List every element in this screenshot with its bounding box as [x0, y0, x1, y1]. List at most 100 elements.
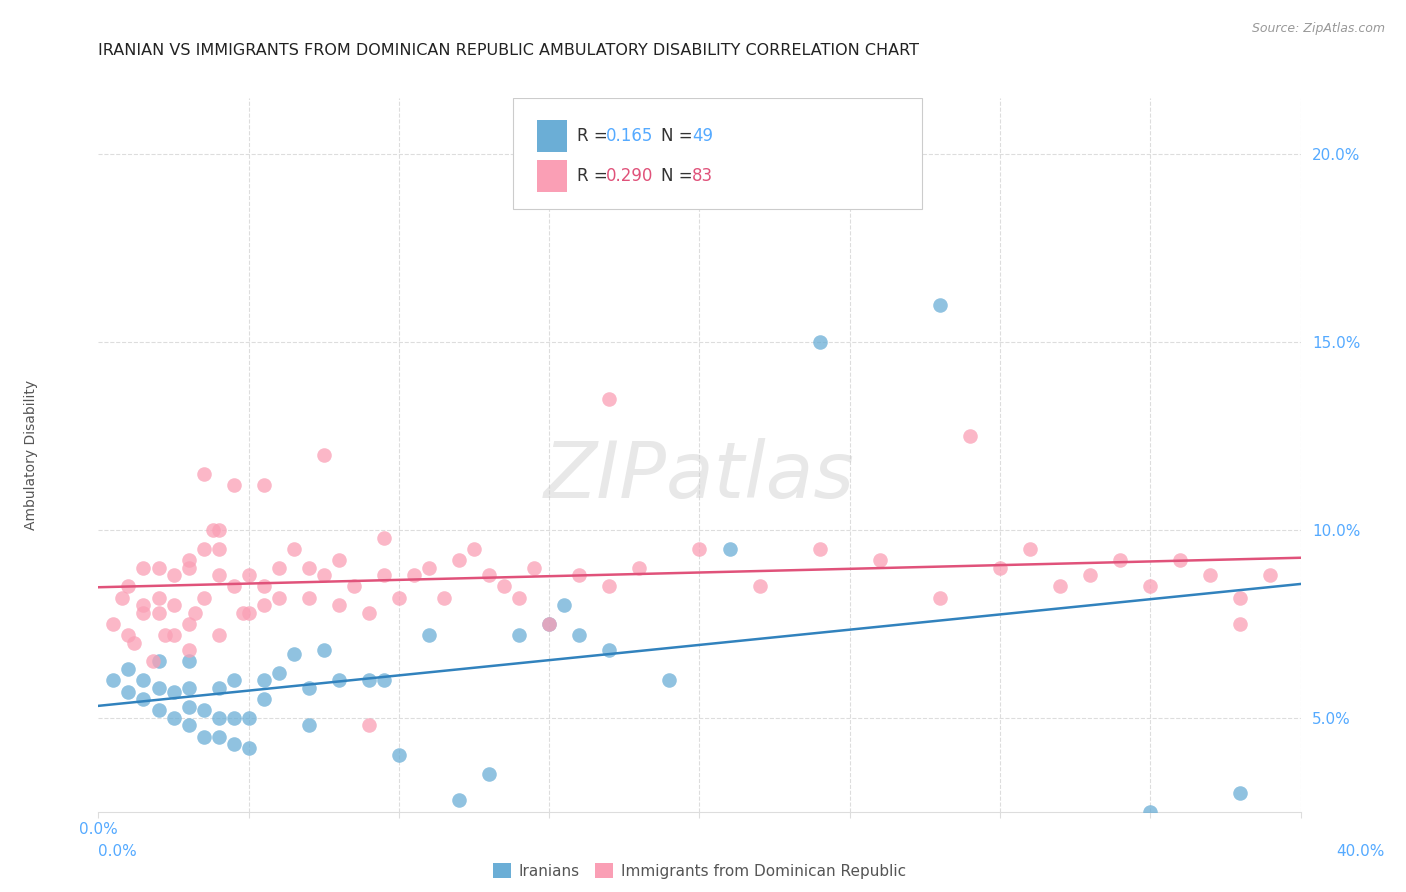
Point	[148, 681, 170, 695]
Point	[148, 655, 170, 669]
Text: 0.0%: 0.0%	[98, 845, 138, 859]
Point	[1260, 568, 1282, 582]
Point	[1229, 591, 1251, 605]
Point	[238, 606, 260, 620]
Point	[222, 711, 245, 725]
Point	[132, 606, 155, 620]
Point	[929, 298, 952, 312]
Point	[238, 711, 260, 725]
Point	[153, 628, 176, 642]
Point	[111, 591, 134, 605]
Point	[193, 703, 215, 717]
Point	[162, 568, 184, 582]
Point	[357, 718, 380, 732]
Point	[298, 718, 321, 732]
Point	[253, 673, 276, 688]
Point	[688, 541, 710, 556]
Point	[177, 681, 200, 695]
Point	[463, 541, 485, 556]
Point	[1078, 568, 1101, 582]
FancyBboxPatch shape	[513, 98, 922, 209]
Point	[283, 541, 305, 556]
Point	[103, 616, 125, 631]
Point	[193, 467, 215, 481]
Point	[418, 628, 440, 642]
Point	[494, 579, 516, 593]
Point	[298, 560, 321, 574]
Point	[1229, 616, 1251, 631]
Point	[117, 579, 139, 593]
Point	[183, 606, 205, 620]
Point	[283, 647, 305, 661]
Point	[117, 684, 139, 698]
Point	[343, 579, 366, 593]
Point	[312, 568, 335, 582]
Point	[117, 628, 139, 642]
Point	[267, 560, 290, 574]
Point	[959, 429, 981, 443]
Point	[388, 748, 411, 763]
Point	[222, 579, 245, 593]
Point	[208, 711, 231, 725]
Text: 83: 83	[692, 167, 713, 185]
Text: IRANIAN VS IMMIGRANTS FROM DOMINICAN REPUBLIC AMBULATORY DISABILITY CORRELATION : IRANIAN VS IMMIGRANTS FROM DOMINICAN REP…	[98, 43, 920, 58]
Point	[598, 392, 620, 406]
Point	[538, 616, 561, 631]
Point	[357, 606, 380, 620]
Point	[373, 673, 395, 688]
Point	[162, 711, 184, 725]
Point	[808, 335, 831, 350]
Point	[373, 568, 395, 582]
Point	[478, 568, 501, 582]
Point	[253, 579, 276, 593]
Text: Ambulatory Disability: Ambulatory Disability	[24, 380, 38, 530]
Point	[124, 636, 146, 650]
Text: ZIPatlas: ZIPatlas	[544, 438, 855, 515]
Point	[232, 606, 254, 620]
Point	[177, 553, 200, 567]
Point	[177, 643, 200, 657]
Point	[447, 553, 470, 567]
Text: 49: 49	[692, 127, 713, 145]
Point	[748, 579, 770, 593]
Point	[523, 560, 546, 574]
Point	[222, 478, 245, 492]
Point	[312, 643, 335, 657]
Point	[1229, 786, 1251, 800]
Point	[312, 448, 335, 462]
Text: R =: R =	[576, 127, 613, 145]
Point	[328, 598, 350, 612]
Point	[538, 616, 561, 631]
Text: Source: ZipAtlas.com: Source: ZipAtlas.com	[1251, 22, 1385, 36]
Point	[132, 692, 155, 706]
Point	[208, 541, 231, 556]
Point	[1019, 541, 1042, 556]
Point	[869, 553, 891, 567]
Point	[253, 692, 276, 706]
Point	[568, 628, 591, 642]
Point	[929, 591, 952, 605]
Point	[222, 673, 245, 688]
Point	[193, 541, 215, 556]
FancyBboxPatch shape	[537, 161, 567, 193]
Point	[267, 665, 290, 680]
Point	[298, 681, 321, 695]
Point	[177, 560, 200, 574]
Point	[1199, 568, 1222, 582]
Point	[177, 616, 200, 631]
Point	[1049, 579, 1071, 593]
Text: N =: N =	[661, 127, 697, 145]
Point	[222, 737, 245, 751]
Point	[418, 560, 440, 574]
Point	[508, 591, 530, 605]
Point	[328, 673, 350, 688]
Point	[508, 628, 530, 642]
Text: R =: R =	[576, 167, 613, 185]
Point	[132, 673, 155, 688]
Point	[177, 699, 200, 714]
Point	[1109, 553, 1132, 567]
Point	[208, 628, 231, 642]
Point	[478, 767, 501, 781]
Point	[373, 531, 395, 545]
Point	[148, 560, 170, 574]
